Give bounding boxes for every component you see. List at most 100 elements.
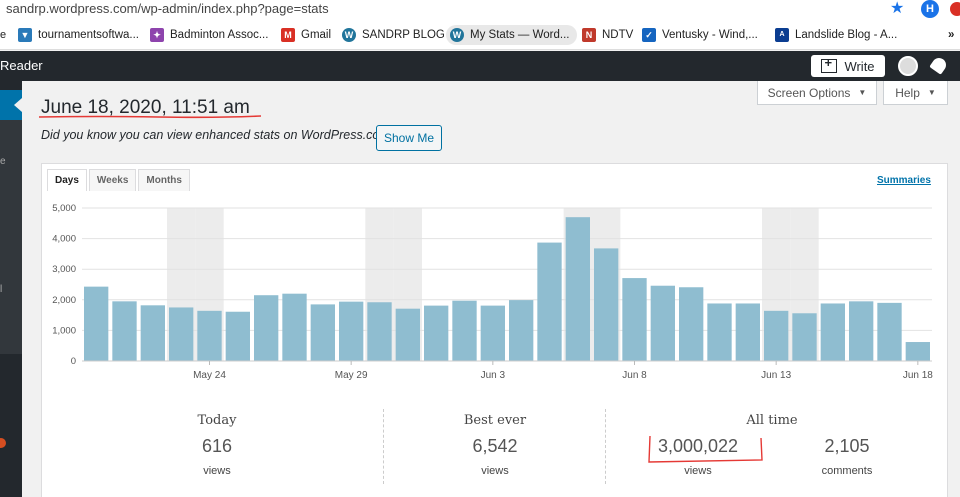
bookmarks-bar: e ▼ tournamentsoftwa... ✦ Badminton Asso… — [0, 20, 960, 50]
notifications-bell-icon[interactable] — [929, 55, 949, 75]
x-tick-label: Jun 13 — [761, 370, 791, 381]
bookmark-label: Landslide Blog - A... — [795, 29, 898, 41]
bookmark-label: SANDRP BLOG — [362, 29, 445, 41]
stat-unit: comments — [821, 465, 873, 477]
stat-label: Best ever — [463, 413, 527, 428]
wordpress-icon: W — [342, 28, 356, 42]
help-label: Help — [895, 85, 920, 100]
sidebar-active-arrow — [14, 98, 22, 112]
bar — [622, 278, 647, 361]
stat-value: 6,542 — [472, 436, 518, 456]
sidebar-submenu — [0, 120, 22, 354]
write-button[interactable]: Write — [811, 55, 885, 77]
bar — [339, 301, 364, 361]
stats-panel: Days Weeks Months Summaries 0 1,000 2,000 3… — [41, 163, 948, 497]
tab-months[interactable]: Months — [138, 169, 190, 191]
y-tick-label: 0 — [71, 356, 76, 367]
bar — [820, 303, 845, 361]
bookmark-star-icon[interactable]: ★ — [890, 0, 905, 17]
sidebar-item-icon[interactable]: l — [0, 284, 3, 295]
stat-all-time-label: All time — [712, 413, 832, 428]
y-tick-label: 3,000 — [52, 264, 76, 275]
bookmark-label: My Stats — Word... — [470, 29, 570, 41]
bookmark-item-badminton[interactable]: ✦ Badminton Assoc... — [150, 25, 268, 45]
profile-avatar[interactable]: H — [921, 0, 939, 18]
stat-label: All time — [746, 413, 798, 428]
shield-icon: ▼ — [18, 28, 32, 42]
reader-link[interactable]: Reader — [0, 58, 43, 73]
bookmark-item-my-stats[interactable]: W My Stats — Word... — [446, 25, 578, 45]
bar — [509, 300, 534, 361]
admin-sidebar: e l — [0, 81, 22, 497]
caret-down-icon: ▼ — [858, 88, 867, 97]
bar — [764, 310, 789, 361]
x-tick-label: Jun 18 — [903, 370, 933, 381]
tab-weeks[interactable]: Weeks — [88, 169, 137, 191]
url-text[interactable]: sandrp.wordpress.com/wp-admin/index.php?… — [6, 1, 329, 16]
bookmark-label: Gmail — [301, 29, 332, 41]
sidebar-item-dashboard[interactable] — [0, 90, 22, 120]
extension-icon[interactable] — [950, 2, 960, 16]
bookmark-item-ndtv[interactable]: N NDTV — [582, 25, 633, 45]
red-underline-annotation — [38, 115, 262, 119]
wordpress-icon: W — [450, 28, 464, 42]
show-me-button[interactable]: Show Me — [376, 125, 442, 151]
bookmark-item-landslide-blog[interactable]: A Landslide Blog - A... — [775, 25, 897, 45]
y-tick-label: 2,000 — [52, 295, 76, 306]
stat-value: 3,000,022 — [657, 436, 739, 456]
bar — [169, 307, 194, 361]
stat-value: 616 — [201, 436, 233, 456]
bookmarks-more-icon[interactable]: » — [948, 29, 955, 41]
user-avatar-icon[interactable] — [898, 56, 918, 76]
tab-days[interactable]: Days — [47, 169, 87, 191]
ndtv-icon: N — [582, 28, 596, 42]
x-tick-label: May 24 — [193, 370, 226, 381]
bar — [679, 287, 704, 361]
write-icon — [821, 55, 838, 73]
bar — [367, 302, 392, 361]
stat-all-time-comments: 2,105 comments — [787, 436, 907, 477]
enhanced-stats-prompt: Did you know you can view enhanced stats… — [41, 128, 397, 142]
bookmark-item-sandrp-blog[interactable]: W SANDRP BLOG — [342, 25, 445, 45]
sidebar-item-icon[interactable]: e — [0, 156, 6, 167]
gmail-icon: M — [281, 28, 295, 42]
bookmark-label: tournamentsoftwa... — [38, 29, 139, 41]
y-tick-label: 4,000 — [52, 234, 76, 245]
bar — [424, 305, 449, 361]
bookmark-overflow[interactable]: e — [0, 29, 7, 41]
bar — [792, 313, 817, 361]
stat-label: Today — [197, 413, 237, 428]
admin-bar: Reader Write — [0, 51, 960, 81]
period-tabs: Days Weeks Months — [47, 169, 192, 191]
bar — [452, 300, 477, 361]
caret-down-icon: ▼ — [927, 88, 936, 97]
bar — [707, 303, 732, 361]
bar — [254, 295, 279, 361]
bookmark-label: Badminton Assoc... — [170, 29, 269, 41]
bar — [480, 305, 505, 361]
bookmark-item-gmail[interactable]: M Gmail — [281, 25, 331, 45]
bar — [735, 303, 760, 361]
help-button[interactable]: Help ▼ — [883, 81, 948, 105]
bar — [877, 302, 902, 361]
x-tick-label: Jun 8 — [622, 370, 647, 381]
agu-icon: A — [775, 28, 789, 42]
x-tick-label: May 29 — [335, 370, 368, 381]
views-bar-chart: 0 1,000 2,000 3,000 4,000 5,000 May 24 May 29 Ju… — [52, 203, 933, 381]
bookmark-item-ventusky[interactable]: ✓ Ventusky - Wind,... — [642, 25, 758, 45]
bar — [282, 293, 307, 361]
red-highlight-annotation — [648, 435, 763, 463]
bar — [537, 242, 562, 361]
summary-divider — [383, 409, 384, 484]
bar — [905, 342, 930, 361]
browser-url-bar[interactable]: sandrp.wordpress.com/wp-admin/index.php?… — [0, 0, 960, 20]
page-title: June 18, 2020, 11:51 am — [41, 97, 250, 118]
summaries-link[interactable]: Summaries — [877, 175, 931, 186]
stat-unit: views — [203, 465, 231, 477]
y-tick-label: 5,000 — [52, 203, 76, 214]
bar — [84, 286, 109, 361]
bookmark-item-tournamentsoftware[interactable]: ▼ tournamentsoftwa... — [18, 25, 139, 45]
stat-value: 2,105 — [824, 436, 870, 456]
stat-today: Today 616 views — [157, 413, 277, 477]
screen-options-button[interactable]: Screen Options ▼ — [757, 81, 877, 105]
